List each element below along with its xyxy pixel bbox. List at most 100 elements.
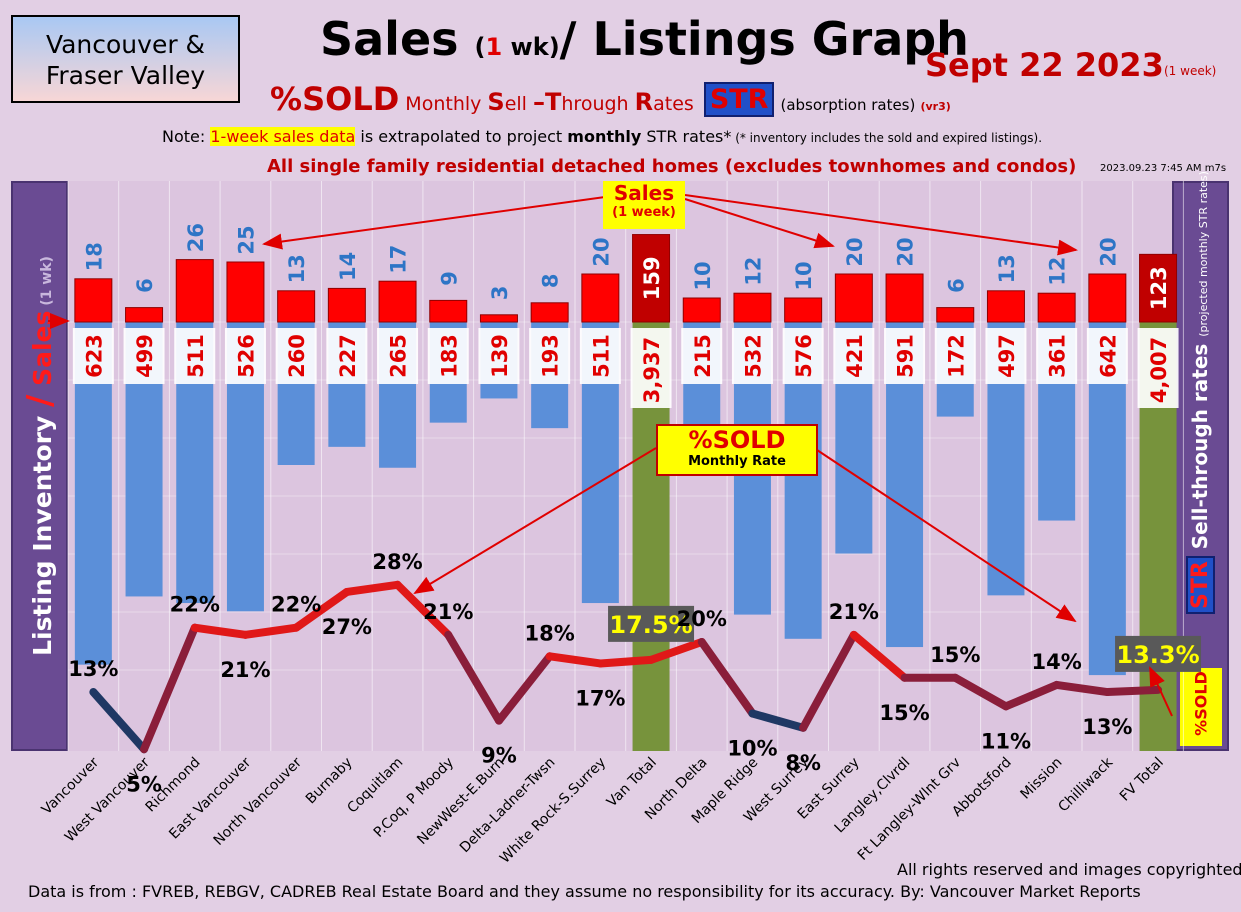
note-suffix: STR rates*: [641, 127, 732, 146]
subtitle-pct-sold: %SOLD: [270, 80, 400, 118]
listing-label: 265: [387, 334, 411, 378]
sales-label: 26: [184, 223, 208, 252]
listing-labels: 623 499 511 526 260 227 265 183 139 193 511 3,937 21…: [72, 328, 1179, 408]
listing-label: 227: [336, 334, 360, 378]
sold-line: [89, 580, 1163, 754]
sold-label: 8%: [785, 751, 821, 775]
sales-label: 159: [640, 256, 664, 300]
sales-bar: [429, 299, 468, 323]
sales-bar: [733, 292, 772, 323]
listing-label: 497: [995, 334, 1019, 378]
note-highlight: 1-week sales data: [210, 127, 356, 146]
absorption-text: (absorption rates): [780, 96, 916, 114]
callout-arrows: [48, 194, 1173, 717]
sales-bar: [277, 290, 316, 323]
subtitle-ates: ates: [653, 93, 694, 115]
sales-arrow-mid: [684, 198, 835, 249]
sold-label: 27%: [322, 615, 372, 639]
sold-label: 14%: [1032, 650, 1082, 674]
note: Note: 1-week sales data is extrapolated …: [162, 127, 1042, 146]
sold-line-segment: [241, 623, 301, 639]
sales-callout-line-2: (1 week): [612, 205, 676, 220]
listing-label-bg: [782, 328, 824, 384]
subtitle-dash-t: –T: [533, 88, 562, 116]
pct-sold-tag: %SOLD: [1180, 668, 1222, 746]
sales-label: 3: [488, 285, 512, 300]
listing-label-bg: [427, 328, 469, 384]
listing-label-bg: [731, 328, 773, 384]
sales-arrow-right: [684, 194, 1078, 256]
listing-label: 623: [82, 334, 106, 378]
listing-label-bg: [579, 328, 621, 384]
sold-line-segment: [494, 652, 554, 725]
sold-line-segment: [190, 623, 250, 639]
sold-label: 28%: [372, 550, 422, 574]
sales-bar: [175, 259, 214, 323]
listing-label-bg: [529, 328, 571, 384]
sales-bar: [378, 280, 417, 323]
sales-callout: Sales (1 week): [603, 181, 685, 229]
sold-label: 21%: [220, 658, 270, 682]
listing-label-bg: [275, 328, 317, 384]
sales-bar: [226, 261, 265, 323]
category-label: North Vancouver: [211, 754, 305, 848]
listing-label: 260: [285, 334, 309, 378]
listing-label-bg: [377, 328, 419, 384]
category-label: Mission: [1017, 755, 1065, 803]
listing-label-bg: [1036, 328, 1078, 384]
sold-label: 13%: [1082, 715, 1132, 739]
sold-arrow-left: [413, 447, 657, 595]
listing-label-bg: [123, 328, 165, 384]
sold-line-segment: [951, 673, 1010, 711]
sales-bar: [479, 314, 518, 323]
subtitle-r: R: [634, 88, 654, 116]
sales-bar: [834, 273, 873, 323]
sold-line-segment: [89, 688, 149, 754]
timestamp: 2023.09.23 7:45 AM m7s: [1100, 163, 1227, 174]
region-line-1: Vancouver &: [45, 30, 206, 59]
sold-label: 22%: [271, 593, 321, 617]
sold-line-segment: [697, 638, 757, 718]
sold-label: 13%: [68, 657, 118, 681]
sales-label: 123: [1147, 266, 1171, 310]
listing-label: 361: [1046, 334, 1070, 378]
listing-label: 215: [691, 334, 715, 378]
listing-label-bg: [934, 328, 976, 384]
tag-arrow: [1149, 666, 1173, 717]
sold-total-label: 13.3%: [1116, 641, 1199, 669]
sold-line-segment: [342, 580, 402, 596]
sales-callout-line-1: Sales: [613, 181, 675, 205]
sold-line-segment: [1052, 680, 1112, 697]
listing-label-bg: [1137, 328, 1179, 408]
region-box: Vancouver & Fraser Valley: [11, 15, 240, 103]
sold-total-label: 17.5%: [609, 611, 692, 639]
sales-label: 17: [387, 245, 411, 274]
title-part-2: / Listings Graph: [559, 12, 969, 66]
note-bold: monthly: [567, 127, 642, 146]
sales-bar: [581, 273, 620, 323]
sales-bar: [784, 297, 823, 323]
listing-label: 526: [234, 334, 258, 378]
sales-label: 12: [1046, 257, 1070, 286]
listing-label: 421: [843, 334, 867, 378]
sold-line-segment: [140, 623, 199, 754]
title-paren-open: (: [474, 33, 486, 61]
report-date: Sept 22 2023: [925, 46, 1164, 84]
listing-label-bg: [1086, 328, 1128, 384]
sales-bar: [1088, 273, 1127, 323]
sold-line-segment: [444, 630, 503, 725]
note-mid: is extrapolated to project: [355, 127, 568, 146]
sold-line-segment: [1103, 685, 1163, 697]
sales-label: 20: [589, 237, 613, 266]
listing-label: 511: [589, 334, 613, 378]
sold-total-box: [608, 605, 695, 642]
sold-label: 15%: [930, 643, 980, 667]
listing-label-bg: [681, 328, 723, 384]
category-label: White Rock-S.Surrey: [497, 755, 609, 867]
sold-labels: 13%5%22%21%22%27%28%21%9%18%17%17.5%20%1…: [68, 550, 1202, 796]
sold-arrow-right: [813, 447, 1077, 623]
category-label: Delta-Ladner-Twsn: [457, 755, 559, 857]
sold-callout: %SOLD Monthly Rate: [656, 424, 818, 476]
note-small: (* inventory includes the sold and expir…: [731, 131, 1043, 145]
listing-label-bg: [326, 328, 368, 384]
